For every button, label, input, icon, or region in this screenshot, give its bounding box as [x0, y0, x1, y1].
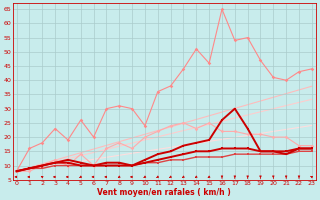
X-axis label: Vent moyen/en rafales ( km/h ): Vent moyen/en rafales ( km/h ) — [97, 188, 231, 197]
